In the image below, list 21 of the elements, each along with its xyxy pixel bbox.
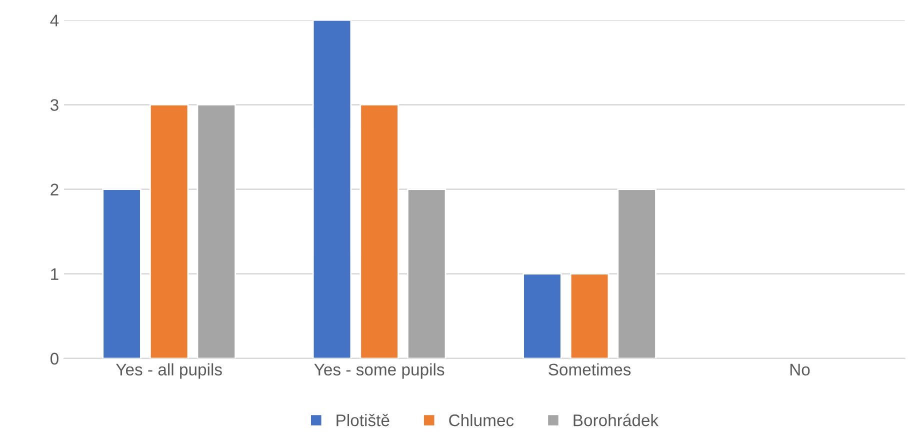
- bar: [406, 188, 446, 358]
- bar: [522, 273, 562, 358]
- y-tick-label: 1: [51, 268, 58, 280]
- bar: [312, 20, 352, 358]
- y-tick-label: 0: [50, 352, 58, 365]
- y-tick-label: 4: [50, 14, 59, 26]
- legend-label: Plotiště: [336, 414, 390, 426]
- bar: [360, 104, 399, 358]
- legend-label: Chlumec: [449, 414, 514, 426]
- x-tick-label: No: [790, 364, 810, 376]
- bar: [149, 104, 189, 358]
- y-tick-label: 2: [50, 184, 58, 196]
- bar: [617, 188, 656, 358]
- legend-label: Borohrádek: [574, 414, 659, 426]
- x-tick-label: Yes - some pupils: [314, 363, 444, 379]
- bar: [102, 188, 142, 358]
- bar: [196, 104, 236, 358]
- bar: [570, 273, 610, 358]
- x-tick-label: Yes - all pupils: [116, 363, 222, 379]
- y-tick-label: 3: [50, 99, 58, 111]
- x-tick-label: Sometimes: [548, 363, 631, 376]
